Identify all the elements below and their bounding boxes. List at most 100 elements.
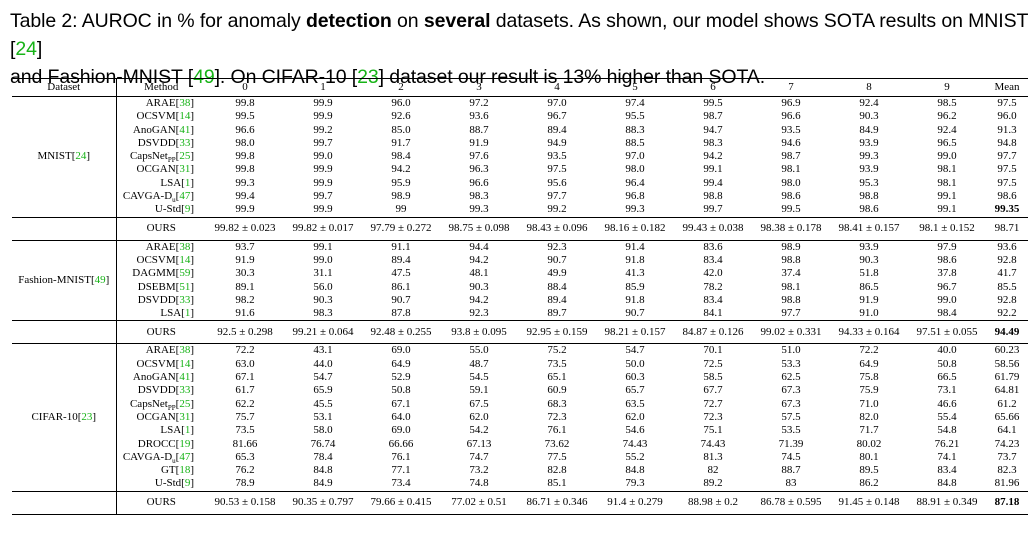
value-cell: 98.1 — [937, 176, 957, 189]
citation-link[interactable]: 47 — [179, 450, 191, 463]
value-cell: 41.3 — [625, 267, 645, 280]
citation-link[interactable]: 25 — [179, 397, 191, 410]
value-cell: 67.13 — [466, 437, 492, 450]
bracket: [ — [175, 397, 180, 410]
value-cell: 91.9 — [235, 253, 255, 266]
citation-link[interactable]: 59 — [179, 267, 191, 280]
citation-link[interactable]: 38 — [179, 344, 191, 357]
value-cell: 99.8 — [235, 150, 255, 163]
citation-link[interactable]: 31 — [179, 410, 191, 423]
citation-link[interactable]: 31 — [179, 163, 191, 176]
citation-link[interactable]: 33 — [179, 384, 191, 397]
bracket: [ — [175, 437, 180, 450]
value-cell: 97.7 — [997, 150, 1017, 163]
value-cell: 91.8 — [625, 293, 645, 306]
citation-link[interactable]: 33 — [179, 136, 191, 149]
citation-link[interactable]: 1 — [184, 307, 191, 320]
citation-link[interactable]: 38 — [179, 240, 191, 253]
ours-value-cell: 92.48 ± 0.255 — [362, 320, 440, 344]
value-cell: 73.5 — [235, 424, 255, 437]
value-cell: 80.02 — [856, 437, 882, 450]
bracket: ] — [190, 203, 194, 216]
value-cell: 94.2 — [703, 150, 723, 163]
value-cell: 99.35 — [994, 203, 1020, 216]
value-cell: 76.1 — [547, 424, 567, 437]
citation-link[interactable]: 41 — [179, 371, 191, 384]
value-cell: 98.3 — [469, 190, 489, 203]
citation-link[interactable]: 25 — [179, 150, 191, 163]
value-cell: 96.8 — [625, 190, 645, 203]
column-header: Method — [116, 78, 206, 97]
value-cell: 54.7 — [313, 371, 333, 384]
citation-link[interactable]: 24 — [75, 150, 87, 163]
citation-link[interactable]: 38 — [179, 97, 191, 109]
value-cell: 79.3 — [625, 477, 645, 490]
citation-link[interactable]: 1 — [184, 176, 191, 189]
value-cell: 60.3 — [625, 371, 645, 384]
value-cell: 93.6 — [986, 239, 1028, 254]
citation-link[interactable]: 9 — [184, 477, 191, 490]
citation-link[interactable]: 14 — [179, 110, 191, 123]
value-cell: 62.0 — [625, 410, 645, 423]
citation-link[interactable]: 51 — [179, 280, 191, 293]
value-cell: 89.4 — [391, 253, 411, 266]
bracket: [ — [175, 293, 180, 306]
value-cell: 99.1 — [703, 163, 723, 176]
bracket: ] — [190, 97, 194, 109]
value-cell: 93.5 — [547, 150, 567, 163]
bracket: ] — [190, 150, 194, 163]
value-cell: 99.0 — [313, 253, 333, 266]
method-name: AnoGAN — [132, 371, 176, 384]
results-table-container: Dataset Method 0 1 2 3 4 5 6 7 8 9 Mean MNIST[24] ARA… — [12, 78, 1028, 515]
value-cell: 83.6 — [674, 239, 752, 254]
value-cell: 65.9 — [313, 384, 333, 397]
dataset-cell: CIFAR-10[23] — [12, 343, 117, 492]
value-cell: 67.3 — [781, 384, 801, 397]
ours-value-cell: 98.21 ± 0.157 — [596, 320, 674, 344]
citation-link[interactable]: 41 — [179, 123, 191, 136]
ours-value-cell: 92.95 ± 0.159 — [518, 320, 596, 344]
citation-link[interactable]: 23 — [81, 410, 93, 423]
method-cell: ARAE[38] — [116, 343, 206, 358]
value-cell: 89.7 — [547, 307, 567, 320]
value-cell: 98.1 — [781, 280, 801, 293]
value-cell: 97.5 — [997, 163, 1017, 176]
bracket: [ — [181, 307, 185, 320]
value-cell: 91.6 — [235, 307, 255, 320]
value-cell: 62.0 — [469, 410, 489, 423]
method-cell: GT[18] — [116, 464, 206, 477]
citation-link[interactable]: 19 — [179, 437, 191, 450]
value-cell: 75.9 — [859, 384, 879, 397]
bracket: [ — [175, 280, 180, 293]
ours-value-cell: 84.87 ± 0.126 — [674, 320, 752, 344]
value-cell: 99.8 — [206, 96, 284, 111]
value-cell: 48.1 — [469, 267, 489, 280]
value-cell: 82.8 — [547, 464, 567, 477]
bracket: ] — [190, 293, 194, 306]
citation-link[interactable]: 14 — [179, 357, 191, 370]
citation-link[interactable]: 18 — [179, 464, 191, 477]
table-row: U-Std[9] 78.9 84.9 73.4 74.8 85.1 79.3 89.2 83 86… — [12, 477, 1028, 491]
table-row: U-Std[9] 99.9 99.9 99 99.3 99.2 99.3 99.7 99.5 98… — [12, 203, 1028, 217]
citation-link[interactable]: 47 — [179, 190, 191, 203]
value-cell: 96.6 — [781, 110, 801, 123]
bracket: [ — [175, 450, 180, 463]
bracket: ] — [190, 450, 194, 463]
citation-link[interactable]: 14 — [179, 253, 191, 266]
bracket: [ — [175, 384, 180, 397]
citation-link[interactable]: 24 — [15, 38, 37, 60]
dataset-name: Fashion-MNIST — [18, 273, 91, 286]
value-cell: 74.43 — [622, 437, 648, 450]
value-cell: 62.5 — [781, 371, 801, 384]
ours-row: OURS 92.5 ± 0.298 99.21 ± 0.064 92.48 ± 0.2… — [12, 320, 1028, 344]
table-row: OCGAN[31] 75.7 53.1 64.0 62.0 72.3 62.0 72.3 57.… — [12, 411, 1028, 424]
citation-link[interactable]: 1 — [184, 424, 191, 437]
value-cell: 67.1 — [391, 397, 411, 410]
ours-value-cell: 99.82 ± 0.017 — [284, 216, 362, 241]
value-cell: 86.2 — [859, 477, 879, 490]
citation-link[interactable]: 49 — [94, 273, 106, 286]
citation-link[interactable]: 33 — [179, 293, 191, 306]
citation-link[interactable]: 9 — [184, 203, 191, 216]
method-cell: CapsNetPP[25] — [116, 397, 206, 412]
dataset-cell: MNIST[24] — [12, 96, 117, 218]
